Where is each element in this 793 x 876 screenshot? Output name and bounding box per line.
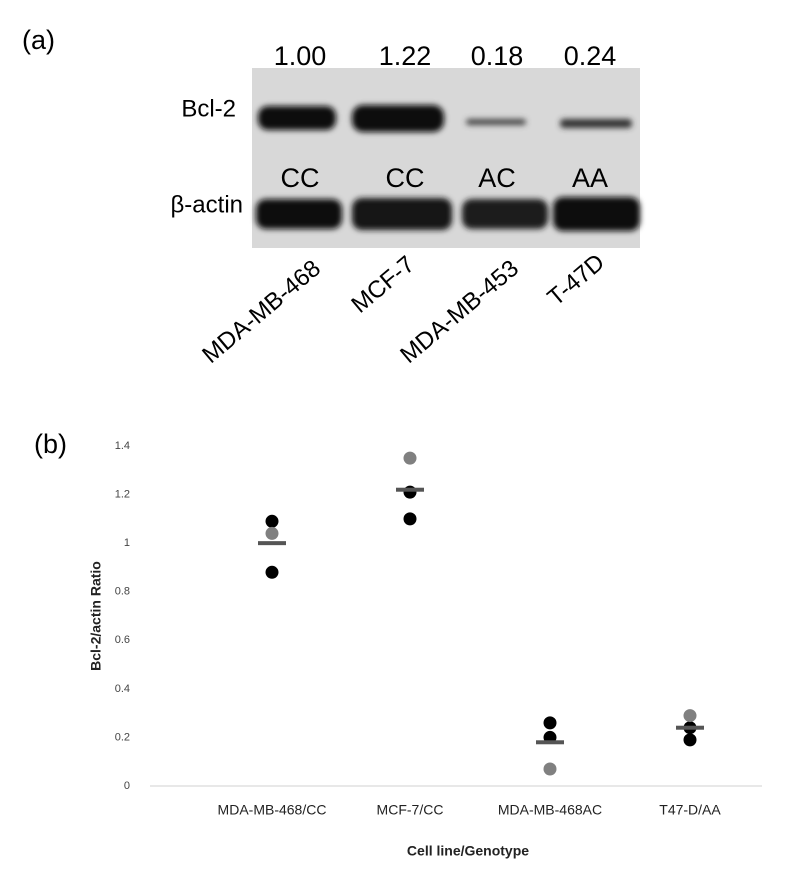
row-label: Bcl-2 (181, 95, 236, 122)
panel-label: (b) (34, 429, 67, 459)
data-point (265, 565, 279, 579)
data-point (543, 716, 557, 730)
y-axis-title: Bcl-2/actin Ratio (88, 561, 104, 671)
genotype-label: AA (572, 163, 608, 193)
y-tick-label: 0.8 (115, 586, 130, 598)
band (258, 106, 336, 130)
data-point (403, 512, 417, 526)
x-tick-label: T47-D/AA (659, 802, 721, 818)
ratio-label: 1.00 (274, 41, 327, 71)
genotype-label: CC (386, 163, 425, 193)
y-tick-label: 0.4 (115, 683, 130, 695)
cell-line-label: MCF-7 (346, 251, 420, 319)
ratio-label: 1.22 (379, 41, 432, 71)
x-tick-label: MCF-7/CC (377, 802, 444, 818)
mean-bar (536, 740, 564, 745)
data-point (403, 451, 417, 465)
band (560, 119, 632, 128)
band (256, 199, 342, 229)
cell-line-label: MDA-MB-468 (197, 255, 326, 369)
band (553, 197, 640, 231)
data-point (265, 526, 279, 540)
band (352, 198, 452, 230)
y-tick-label: 1.4 (115, 440, 130, 452)
genotype-label: CC (281, 163, 320, 193)
cell-line-label: T-47D (543, 249, 610, 312)
blot-bands (256, 105, 640, 231)
mean-bar (258, 541, 286, 546)
data-point (683, 709, 697, 723)
y-tick-label: 0 (124, 780, 130, 792)
x-tick-label: MDA-MB-468/CC (218, 802, 327, 818)
row-label: β-actin (171, 191, 244, 218)
y-tick-label: 0.6 (115, 634, 130, 646)
y-tick-label: 1.2 (115, 488, 130, 500)
data-point (265, 514, 279, 528)
ratio-label: 0.24 (564, 41, 617, 71)
genotype-label: AC (478, 163, 516, 193)
mean-bar (676, 725, 704, 730)
band (466, 119, 526, 125)
y-tick-label: 0.2 (115, 731, 130, 743)
mean-bar (396, 487, 424, 492)
ratio-label: 0.18 (471, 41, 524, 71)
data-point (683, 733, 697, 747)
data-point (543, 762, 557, 776)
band (462, 199, 548, 229)
x-tick-label: MDA-MB-468AC (498, 802, 602, 818)
data-point (403, 485, 417, 499)
band (352, 105, 444, 132)
panel-label: (a) (22, 25, 55, 55)
x-axis-title: Cell line/Genotype (407, 843, 529, 859)
y-tick-label: 1 (124, 537, 130, 549)
